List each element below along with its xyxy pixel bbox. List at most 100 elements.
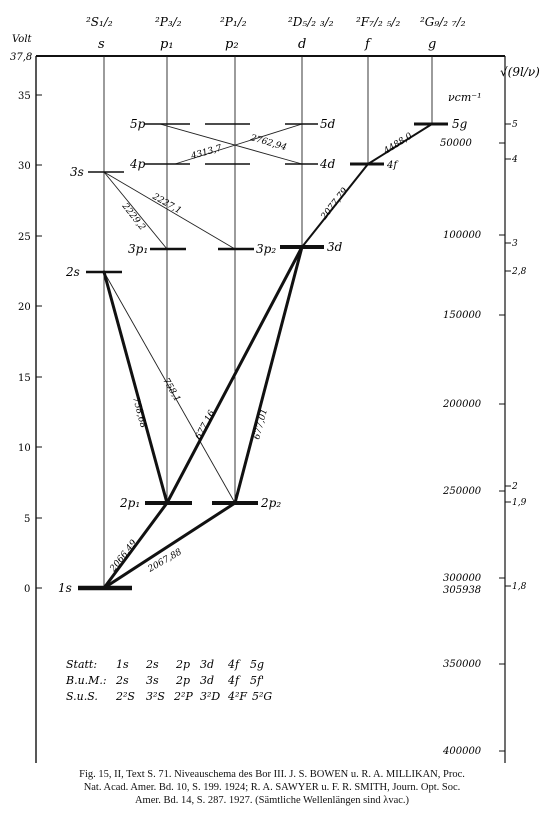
wavelength-label-758-1: 758,1 [160,377,182,404]
left-tick-label: 35 [18,91,31,102]
column-term-d: ²D₅/₂ ₃/₂ [288,15,334,29]
notation-cell: 4f [227,674,241,687]
transition-line-2s-2p2 [103,271,236,504]
notation-cell: 2s [115,674,129,687]
level-label-3p1: 3p₁ [128,242,148,256]
notation-cell: 1s [116,658,129,671]
notation-cell: 5g [250,658,264,671]
sqrt-tick-label: 1,8 [512,582,527,592]
left-tick-label: 30 [18,161,31,172]
transition-line-2p1-3d [165,245,304,505]
wavelength-label-758-68: 758,68 [130,396,148,429]
left-tick-label: 25 [18,232,31,243]
caption-line: Amer. Bd. 14, S. 287. 1927. (Sämtliche W… [134,795,410,806]
column-term-s: ²S₁/₂ [86,15,113,29]
notation-row-label: Statt: [66,658,97,671]
sqrt-tick-label: 3 [512,239,518,249]
sqrt-tick-label: 1,9 [512,498,527,508]
thin-transitions [103,123,303,504]
level-label-2p2: 2p₂ [260,496,281,510]
transition-line-3d-4f [301,163,369,248]
wavelength-label-4488: 4488,0 [381,131,414,157]
notation-cell: 2p [175,674,190,687]
level-label-5g: 5g [452,117,468,131]
volt-label: Volt [12,34,33,45]
sqrt-label: √(9l/ν) [500,65,540,79]
right-tick-label: 200000 [442,399,482,410]
transition-line-4p-5d [174,123,303,165]
transition-line-2s-2p1 [102,270,169,505]
sqrt-axis-ticks: 5 4 3 2,8 2 1,9 1,8 [505,120,527,592]
notation-cell: 2²P [173,690,193,703]
right-tick-label: 150000 [443,310,482,321]
left-tick-label: 15 [18,373,31,384]
level-label-1s: 1s [58,581,72,595]
energy-levels [78,122,448,591]
notation-cell: 5²G [252,690,272,703]
left-tick-label: 10 [18,443,31,454]
sqrt-tick-label: 5 [512,120,518,130]
transition-line-4f-5g [367,123,433,165]
notation-cell: 3d [200,658,214,671]
right-axis-ticks: 50000 100000 150000 200000 250000 300000… [440,138,505,757]
right-tick-label: 350000 [443,659,482,670]
transition-line-2p2-3d [233,245,304,505]
left-axis-ticks: 35 30 25 20 15 10 5 0 [18,91,42,595]
notation-cell: 2s [145,658,159,671]
sqrt-tick-label: 4 [511,155,518,165]
notation-cell: 4f [227,658,241,671]
column-letter-p2: p₂ [225,37,239,52]
left-tick-label: 5 [24,514,30,525]
right-tick-label: 400000 [442,746,482,757]
level-label-3p2: 3p₂ [256,242,276,256]
transition-line-1s-2p1 [102,501,169,590]
notation-cell: 3d [200,674,214,687]
left-tick-label: 0 [24,584,30,595]
notation-cell: 3²D [200,690,220,703]
column-term-p1: ²P₃/₂ [155,15,182,29]
right-tick-label: 305938 [443,585,481,596]
transition-line-1s-2p2 [102,501,237,590]
wavelength-label-2229: 2229,2 [119,201,147,233]
caption-line: Nat. Acad. Amer. Bd. 10, S. 199. 1924; R… [83,782,461,793]
level-label-3d: 3d [327,240,343,254]
wavelength-label-2067: 2067,88 [146,547,184,575]
transition-line-3s-3p2 [103,171,236,250]
wavelength-label-2227: 2227,1 [150,191,183,216]
notation-cell: 3²S [146,690,165,703]
volt-top-value: 37,8 [10,52,32,63]
column-letter-g: g [428,37,436,52]
column-term-p2: ²P₁/₂ [220,15,247,29]
right-tick-label: 250000 [442,486,482,497]
level-label-4f: 4f [386,160,399,171]
transition-line-5p-4d [159,123,303,165]
notation-cell: 5f' [250,674,264,687]
level-label-4p: 4p [129,157,146,171]
notation-row-label: B.u.M.: [65,674,107,687]
notation-table: Statt: 1s 2s 2p 3d 4f 5g B.u.M.: 2s 3s 2… [65,658,272,703]
level-labels: 5p 5d 5g 4p 4d 4f 3s 3p₁ 3p₂ 3d 2s 2p₁ 2… [58,117,468,595]
level-label-5p: 5p [130,117,146,131]
strong-transitions [102,123,433,590]
transition-line-3s-3p1 [103,171,168,250]
wavelength-label-2077: 2077,79 [319,186,351,222]
right-tick-label: 100000 [443,230,482,241]
level-label-2s: 2s [65,265,80,279]
column-letter-d: d [298,37,306,52]
wavelength-label-677-16: 677,16 [194,409,218,442]
right-tick-label: 300000 [443,573,482,584]
level-label-3s: 3s [70,165,84,179]
wavelength-label-4313: 4313,7 [189,144,223,163]
level-label-4d: 4d [319,157,336,171]
notation-cell: 4²F [227,690,247,703]
notation-cell: 2p [175,658,190,671]
left-tick-label: 20 [18,302,31,313]
notation-row-label: S.u.S. [66,690,98,703]
figure-caption: Fig. 15, II, Text S. 71. Niveauschema de… [22,768,522,807]
level-label-5d: 5d [320,117,336,131]
unit-label: νcm⁻¹ [448,91,482,104]
column-letter-p1: p₁ [160,37,174,52]
column-letter-f: f [364,37,372,52]
notation-cell: 3s [146,674,159,687]
